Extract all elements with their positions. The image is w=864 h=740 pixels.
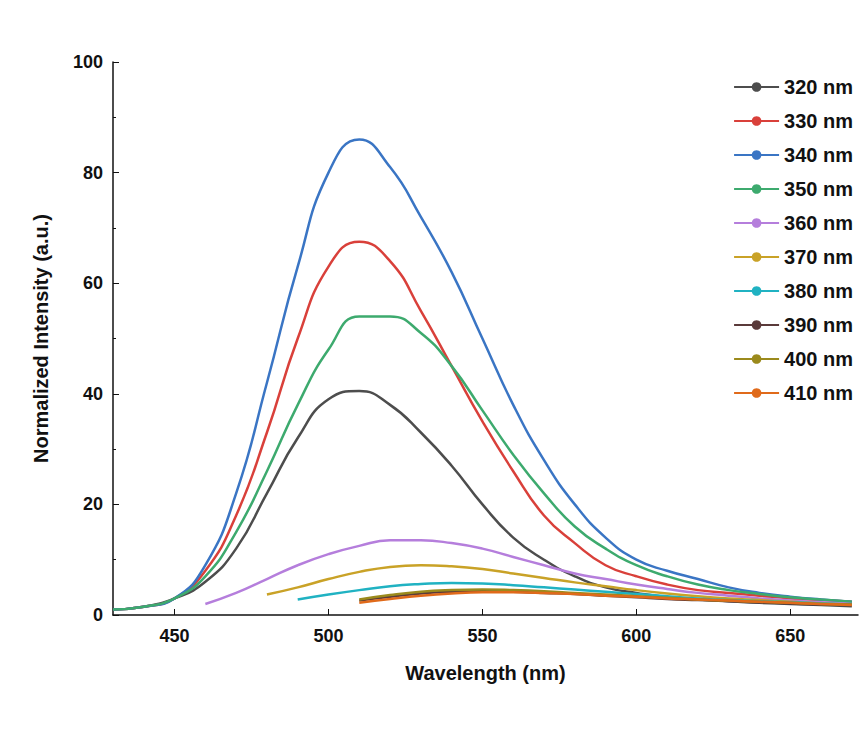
svg-text:500: 500 <box>313 626 343 646</box>
svg-text:Wavelength (nm): Wavelength (nm) <box>405 662 565 684</box>
svg-text:360 nm: 360 nm <box>784 212 853 234</box>
svg-text:80: 80 <box>83 163 103 183</box>
svg-text:40: 40 <box>83 384 103 404</box>
svg-text:400 nm: 400 nm <box>784 348 853 370</box>
svg-text:380 nm: 380 nm <box>784 280 853 302</box>
svg-text:450: 450 <box>160 626 190 646</box>
svg-text:550: 550 <box>467 626 497 646</box>
svg-text:650: 650 <box>775 626 805 646</box>
svg-text:410 nm: 410 nm <box>784 382 853 404</box>
svg-text:20: 20 <box>83 494 103 514</box>
svg-text:Normalized Intensity (a.u.): Normalized Intensity (a.u.) <box>30 214 52 463</box>
svg-text:0: 0 <box>93 605 103 625</box>
svg-text:330 nm: 330 nm <box>784 110 853 132</box>
svg-text:60: 60 <box>83 273 103 293</box>
svg-text:600: 600 <box>621 626 651 646</box>
svg-text:340 nm: 340 nm <box>784 144 853 166</box>
svg-text:320 nm: 320 nm <box>784 76 853 98</box>
svg-text:370 nm: 370 nm <box>784 246 853 268</box>
svg-text:390 nm: 390 nm <box>784 314 853 336</box>
svg-text:350 nm: 350 nm <box>784 178 853 200</box>
svg-text:100: 100 <box>73 52 103 72</box>
